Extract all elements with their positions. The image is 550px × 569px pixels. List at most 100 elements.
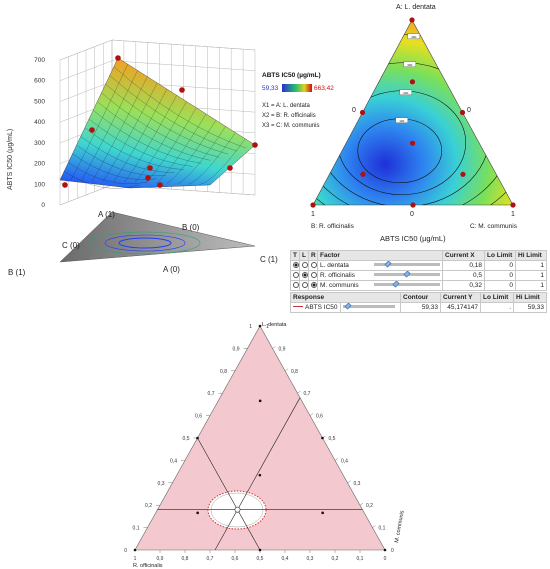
surface-point [179, 87, 185, 93]
lo-limit-value[interactable]: 0 [484, 280, 516, 291]
tick-right: 0 [391, 548, 394, 554]
tick-mark [359, 503, 364, 506]
current-x-value[interactable]: 0,18 [442, 260, 485, 271]
surface-point [157, 182, 163, 188]
lo-limit-value[interactable]: 0 [484, 270, 516, 281]
radio-t[interactable] [293, 281, 299, 288]
profiler-point [196, 511, 199, 515]
legend-factor-3: X3 = C: M. communis [262, 123, 320, 129]
radio-r-cell [308, 260, 318, 271]
z-tick-label: 700 [34, 57, 45, 64]
radio-r[interactable] [311, 281, 317, 288]
factor-row: R. officinalis 0,5 0 1 [290, 270, 547, 281]
contour-label-box [399, 89, 412, 95]
tick-left: 0,1 [133, 526, 140, 532]
z-tick-label: 400 [34, 119, 45, 126]
axis-label-b0: B (0) [182, 223, 200, 232]
response-slider-cell [339, 302, 402, 313]
radio-l[interactable] [302, 281, 308, 288]
tick-mark [334, 458, 339, 461]
tick-bottom: 0,5 [257, 556, 264, 562]
tick-right: 0,5 [329, 436, 336, 442]
profiler-point [258, 548, 262, 552]
vertex-label-c: C: M. communis [470, 223, 518, 230]
vertex-label-b: B: R. officinalis [311, 223, 355, 230]
hi-limit-value[interactable]: 1 [515, 280, 547, 291]
radio-r[interactable] [311, 271, 317, 278]
tick-left: 0,5 [183, 436, 190, 442]
response-name: ABTS IC50 [305, 303, 338, 311]
response-row: ABTS IC50 59,33 45,174147 . 59,33 [290, 302, 548, 313]
radio-r[interactable] [311, 261, 317, 268]
header-current-y: Current Y [440, 292, 482, 303]
z-tick-label: 300 [34, 140, 45, 147]
factor-slider-thumb[interactable] [384, 261, 392, 268]
radio-r-cell [308, 280, 318, 291]
current-x-value[interactable]: 0,32 [442, 280, 485, 291]
radio-t-cell [290, 280, 300, 291]
legend-title: ABTS IC50 (µg/mL) [262, 72, 321, 79]
contour-label: 400 [411, 35, 416, 39]
tick-bottom: 0,6 [232, 556, 239, 562]
response-name-cell: ABTS IC50 [290, 302, 341, 313]
hi-limit-value[interactable]: 1 [515, 260, 547, 271]
radio-t-cell [290, 270, 300, 281]
tick-right: 0,7 [304, 391, 311, 397]
profiler-point [258, 473, 262, 477]
tick-right: 1 [266, 324, 269, 330]
axis-label-a0: A (0) [163, 265, 180, 274]
profiler-vertex-top: L. dentata [262, 322, 287, 328]
contour-value[interactable]: 59,33 [400, 302, 442, 313]
tick-left: 0,2 [145, 503, 152, 509]
ternary-xlabel: ABTS IC50 (µg/mL) [380, 234, 446, 243]
radio-l[interactable] [302, 271, 308, 278]
response-hi-limit[interactable]: 59,33 [513, 302, 548, 313]
design-point [410, 202, 416, 208]
tick-bottom: 0,8 [182, 556, 189, 562]
factor-slider[interactable] [374, 281, 440, 288]
surface-plot: 0 100 200 300 400 500 600 700 ABTS IC50 (µg/mL)… [7, 39, 278, 277]
tick-right-0: 0 [467, 107, 471, 114]
current-x-value[interactable]: 0,5 [442, 270, 485, 281]
lo-limit-value[interactable]: 0 [484, 260, 516, 271]
tick-mid-0: 0 [410, 211, 414, 218]
factor-slider-thumb[interactable] [403, 271, 411, 278]
header-t: T [290, 250, 300, 261]
tick-bottom: 0 [384, 556, 387, 562]
z-tick-label: 500 [34, 98, 45, 105]
response-lo-limit[interactable]: . [480, 302, 515, 313]
surface-design-points [62, 55, 258, 188]
tick-right: 0,9 [279, 346, 286, 352]
surface-point [252, 142, 258, 148]
factor-row: L. dentata 0,18 0 1 [290, 260, 547, 271]
hi-limit-value[interactable]: 1 [515, 270, 547, 281]
profiler-point [321, 436, 324, 440]
tick-left: 0 [124, 548, 127, 554]
header-resp-hi: Hi Limit [513, 292, 548, 303]
radio-t[interactable] [293, 271, 299, 278]
radio-l[interactable] [302, 261, 308, 268]
design-point [459, 109, 466, 116]
response-slider[interactable] [343, 303, 395, 310]
response-slider-thumb[interactable] [344, 303, 352, 310]
factor-name-cell: R. officinalis [317, 270, 443, 281]
surface-point [147, 165, 153, 171]
factor-slider-thumb[interactable] [392, 281, 400, 288]
radio-t[interactable] [293, 261, 299, 268]
surface-point [115, 55, 121, 61]
factor-slider[interactable] [374, 261, 440, 268]
tick-right: 0,1 [379, 526, 386, 532]
factor-slider[interactable] [374, 271, 440, 278]
tick-mark [309, 413, 314, 416]
z-tick-label: 0 [41, 202, 45, 209]
tick-left: 0,7 [208, 391, 215, 397]
tick-mark [372, 525, 376, 528]
tick-bottom: 1 [134, 556, 137, 562]
header-r: R [308, 250, 318, 261]
contour-label-box [403, 61, 416, 67]
profiler-point [196, 436, 199, 440]
tick-right-1: 1 [511, 211, 515, 218]
ternary-title: A: L. dentata [396, 4, 436, 11]
design-point [360, 171, 366, 177]
